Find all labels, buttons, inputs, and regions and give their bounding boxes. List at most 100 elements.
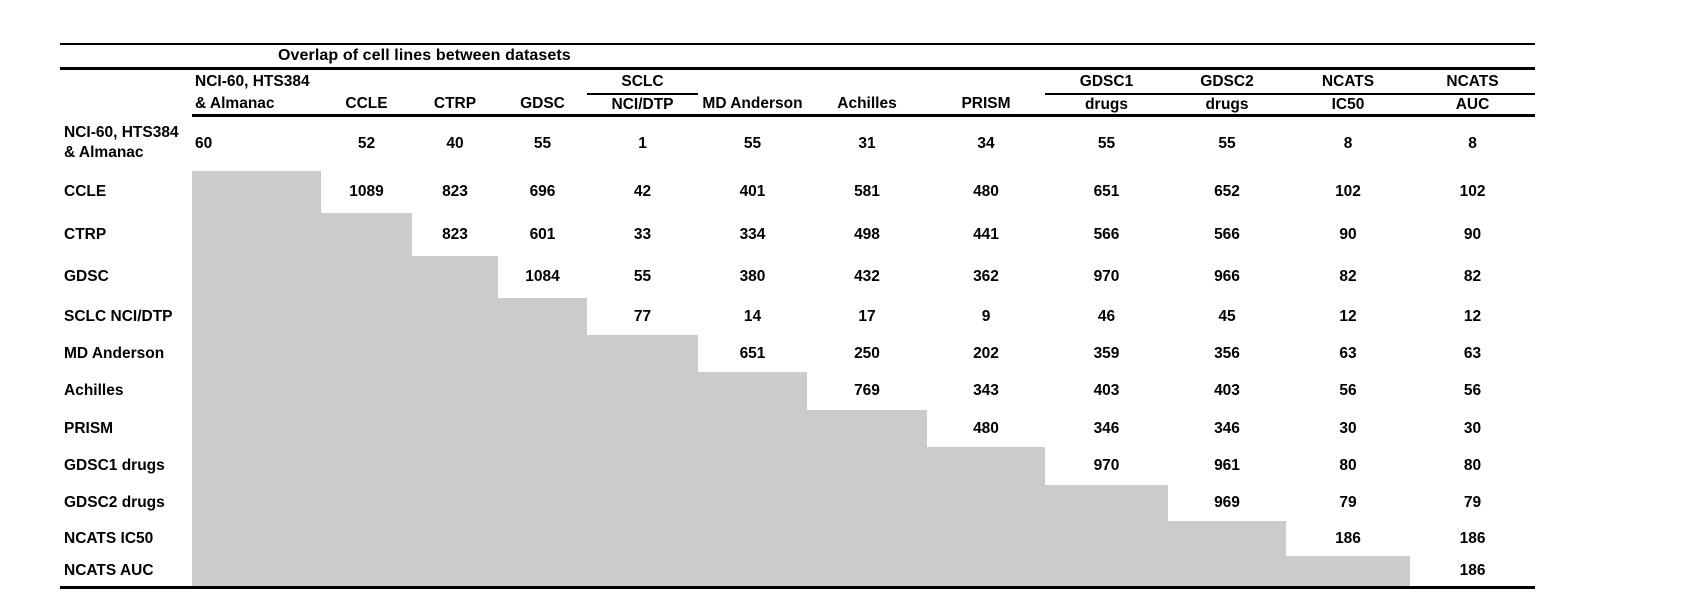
overlap-value-cell: 566 — [1093, 225, 1120, 243]
overlap-value-cell: 480 — [973, 419, 999, 437]
shaded-cell — [1045, 485, 1168, 521]
shaded-cell — [412, 372, 498, 410]
row-label-ccle: CCLE — [64, 183, 107, 200]
shaded-cell — [587, 447, 698, 485]
overlap-value-cell: 202 — [973, 344, 999, 362]
title-row: Overlap of cell lines between datasets — [60, 43, 1536, 70]
overlap-value-cell: 581 — [854, 183, 880, 200]
overlap-table: Overlap of cell lines between datasets N… — [60, 43, 1536, 589]
shaded-cell — [192, 372, 321, 410]
shaded-cell — [192, 256, 321, 298]
overlap-value-cell: 1089 — [349, 183, 384, 200]
row-label-gdsc2-drugs: GDSC2 drugs — [64, 494, 165, 511]
overlap-value-cell: 77 — [633, 307, 652, 325]
overlap-value-cell: 823 — [442, 225, 468, 243]
overlap-value-cell: 80 — [1339, 457, 1357, 474]
overlap-value-cell: 403 — [1214, 382, 1240, 399]
overlap-value-cell: 346 — [1214, 419, 1240, 437]
col-header-gdsc1-drugs: drugs — [1045, 94, 1168, 116]
row-label-sclc-ncidtp: SCLC NCI/DTP — [64, 307, 173, 325]
overlap-value-cell: 380 — [739, 268, 766, 285]
shaded-cell — [192, 410, 321, 447]
overlap-value-cell: 823 — [442, 183, 468, 200]
overlap-value-cell: 55 — [1097, 134, 1116, 152]
col-header-ncidtp: NCI/DTP — [587, 94, 698, 116]
shaded-cell — [321, 556, 412, 589]
shaded-cell — [498, 485, 587, 521]
shaded-cell — [927, 521, 1045, 556]
shaded-cell — [1045, 556, 1168, 589]
table-row: NCATS AUC 186 — [60, 556, 1536, 589]
shaded-cell — [1168, 521, 1286, 556]
shaded-cell — [698, 556, 807, 589]
overlap-value-cell: 970 — [1093, 268, 1120, 285]
header-spacer — [60, 94, 192, 115]
overlap-value-cell: 12 — [1463, 307, 1482, 325]
row-label-ncats-auc: NCATS AUC — [60, 556, 192, 589]
overlap-value-cell: 432 — [854, 268, 880, 285]
shaded-cell — [192, 521, 321, 556]
table-row: PRISM 480 346 346 30 30 — [60, 410, 1535, 447]
shaded-cell — [927, 447, 1045, 485]
shaded-cell — [698, 410, 807, 447]
shaded-cell — [321, 447, 412, 485]
shaded-cell — [412, 298, 498, 335]
row-label-nci60-almanac: NCI-60, HTS384 & Almanac — [64, 124, 179, 161]
shaded-cell — [807, 485, 927, 521]
column-header-row: & Almanac CCLE CTRP GDSC NCI/DTP MD Ande… — [60, 94, 1536, 116]
shaded-cell — [927, 485, 1045, 521]
shaded-cell — [192, 298, 321, 335]
shaded-cell — [412, 410, 498, 447]
shaded-cell — [412, 485, 498, 521]
table-title: Overlap of cell lines between datasets — [192, 43, 1536, 70]
shaded-cell — [698, 372, 807, 410]
shaded-cell — [587, 410, 698, 447]
shaded-cell — [321, 410, 412, 447]
col-header-gdsc: GDSC — [498, 94, 587, 116]
overlap-value-cell: 31 — [858, 134, 876, 152]
overlap-value-cell: 90 — [1339, 225, 1357, 243]
table-row: CCLE 1089 823 696 42 401 581 480 651 652… — [60, 171, 1535, 213]
overlap-value-cell: 1 — [638, 134, 647, 152]
shaded-cell — [587, 485, 698, 521]
col-group-empty — [927, 69, 1045, 95]
shaded-cell — [192, 447, 321, 485]
overlap-table-container: Overlap of cell lines between datasets N… — [60, 43, 1536, 589]
overlap-value-cell: 46 — [1097, 307, 1116, 325]
overlap-value-cell: 82 — [1463, 268, 1482, 285]
shaded-cell — [807, 410, 927, 447]
overlap-value-cell: 403 — [1093, 382, 1120, 399]
overlap-value-cell: 359 — [1093, 344, 1120, 362]
col-group-ncats-ic50: NCATS — [1286, 68, 1410, 95]
shaded-cell — [807, 521, 927, 556]
overlap-value-cell: 34 — [977, 134, 995, 152]
column-group-header-row: NCI-60, HTS384 SCLC GDSC1 GDSC2 NCATS NC… — [60, 68, 1536, 95]
overlap-value-cell: 970 — [1093, 457, 1120, 474]
row-label-achilles: Achilles — [64, 382, 124, 399]
shaded-cell — [498, 556, 587, 589]
shaded-cell — [321, 485, 412, 521]
overlap-value-cell: 441 — [973, 225, 999, 243]
shaded-cell — [498, 298, 587, 335]
table-row: CTRP 823 601 33 334 498 441 566 566 90 9… — [60, 213, 1535, 256]
overlap-value-cell: 186 — [1459, 529, 1486, 547]
table-row: MD Anderson 651 250 202 359 356 63 63 — [60, 335, 1535, 372]
shaded-cell — [192, 335, 321, 372]
shaded-cell — [321, 372, 412, 410]
shaded-cell — [321, 256, 412, 298]
overlap-value-cell: 55 — [533, 134, 552, 152]
col-group-empty — [498, 69, 587, 95]
overlap-value-cell: 769 — [854, 382, 880, 399]
shaded-cell — [698, 521, 807, 556]
col-group-empty — [412, 69, 498, 95]
table-row: GDSC2 drugs 969 79 79 — [60, 485, 1535, 521]
overlap-value-cell: 12 — [1339, 307, 1357, 325]
overlap-value-cell: 52 — [357, 134, 376, 152]
overlap-value-cell: 186 — [1410, 556, 1536, 589]
col-group-empty — [698, 69, 807, 95]
overlap-value-cell: 60 — [195, 134, 213, 152]
overlap-value-cell: 80 — [1463, 457, 1482, 474]
shaded-cell — [192, 485, 321, 521]
shaded-cell — [412, 521, 498, 556]
overlap-value-cell: 498 — [854, 225, 880, 243]
